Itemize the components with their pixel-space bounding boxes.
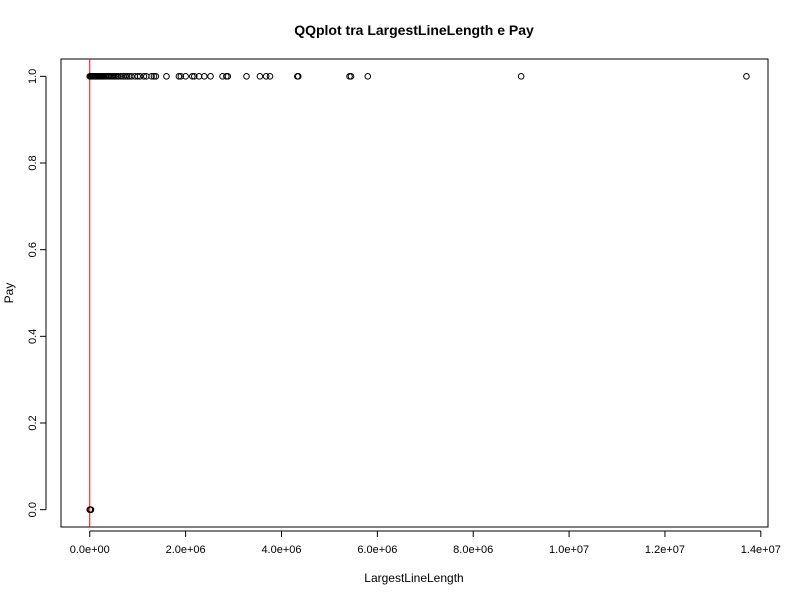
data-point [182,73,189,80]
x-tick-label: 1.4e+07 [741,544,781,556]
x-tick-label: 0.0e+00 [70,544,110,556]
data-point [134,73,141,80]
x-tick-label: 8.0e+06 [453,544,493,556]
data-point [128,73,135,80]
data-point [150,73,158,80]
x-tick-label: 6.0e+06 [357,544,397,556]
data-point [189,73,196,80]
data-point [87,506,95,513]
data-point [743,73,750,80]
data-point [177,73,185,80]
data-point [121,73,129,80]
data-point [117,73,125,80]
data-point [190,73,198,80]
x-tick-label: 1.2e+07 [645,544,685,556]
data-point [148,73,155,80]
data-point [175,73,183,80]
x-tick-label: 1.0e+07 [549,544,589,556]
data-point [123,73,131,80]
x-axis-title: LargestLineLength [364,571,463,585]
data-point [115,73,122,80]
plot-frame [60,58,769,528]
data-point [347,73,355,80]
data-point [136,73,144,80]
data-point [256,73,264,80]
data-point [207,73,214,80]
data-point [243,73,250,80]
data-point [262,73,270,80]
data-point [224,73,232,80]
data-point [201,73,208,80]
chart-title: QQplot tra LargestLineLength e Pay [294,22,534,38]
y-tick-label: 0.2 [27,415,39,430]
data-point [266,73,274,80]
y-tick-label: 0.8 [27,155,39,170]
axes-layer: 0.0e+00 2.0e+06 4.0e+06 6.0e+06 8.0e+06 1.0e+… [27,69,781,556]
x-tick-label: 4.0e+06 [261,544,301,556]
data-point [140,73,148,80]
data-point [517,73,525,80]
data-point [163,73,170,80]
y-axis-title: Pay [2,283,16,304]
data-point [294,73,302,80]
y-tick-label: 1.0 [27,69,39,84]
y-tick-label: 0.0 [27,502,39,517]
x-tick-label: 2.0e+06 [166,544,206,556]
points-layer [86,73,750,513]
data-point [152,73,160,80]
y-tick-label: 0.4 [27,329,39,344]
data-point [364,73,372,80]
y-tick-label: 0.6 [27,242,39,257]
